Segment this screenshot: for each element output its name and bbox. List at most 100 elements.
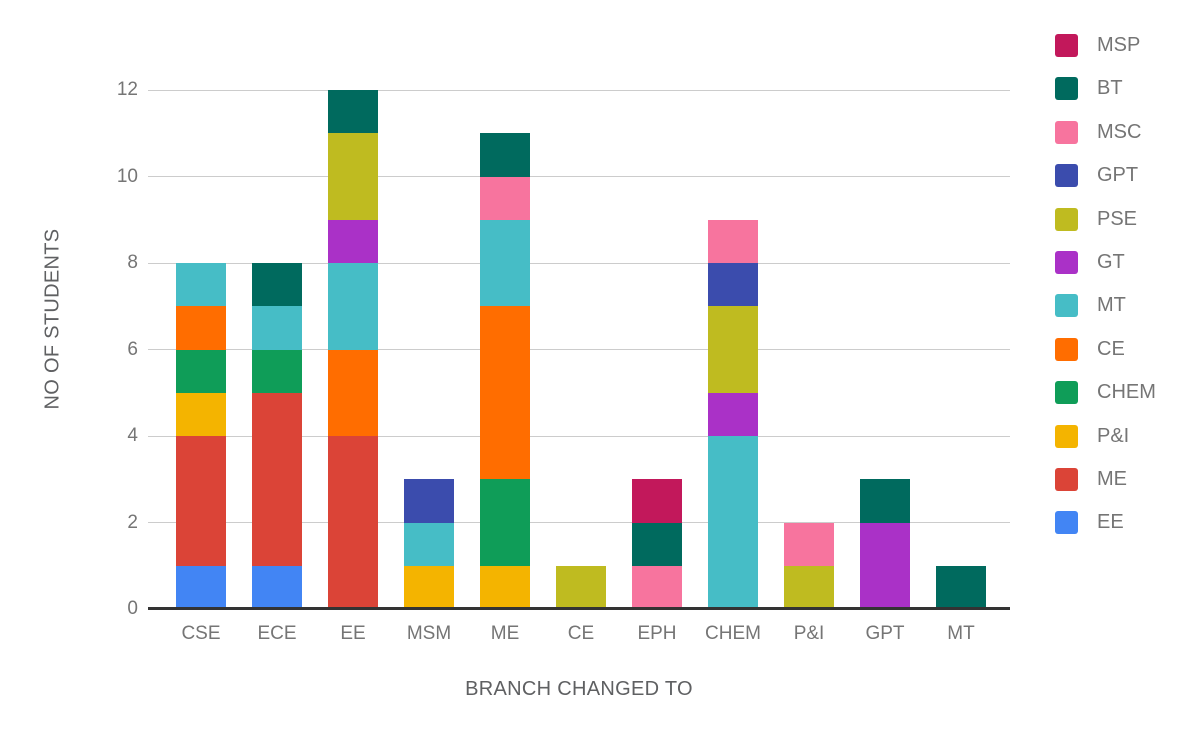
bar-segment-ECE-MT[interactable]: [252, 306, 302, 350]
y-tick-label-2: 2: [127, 511, 138, 533]
bar-segment-CSE-CHEM[interactable]: [176, 349, 226, 393]
bar-segment-CHEM-PSE[interactable]: [708, 306, 758, 393]
bar-ME: [480, 133, 530, 609]
gridline-y-12: [148, 89, 1010, 91]
legend-swatch-GPT: [1055, 164, 1078, 188]
legend-swatch-MSC: [1055, 120, 1078, 144]
bar-segment-EE-CE[interactable]: [328, 349, 378, 436]
legend-label-MSP: MSP: [1097, 34, 1141, 56]
legend-item-GT[interactable]: GT: [1055, 250, 1156, 274]
legend-label-ME: ME: [1097, 467, 1127, 490]
bar-segment-GPT-BT[interactable]: [860, 479, 910, 523]
bar-segment-EPH-BT[interactable]: [632, 522, 682, 566]
bar-segment-ME-CHEM[interactable]: [480, 479, 530, 566]
bar-segment-CHEM-MT[interactable]: [708, 436, 758, 609]
x-tick-label-GPT: GPT: [865, 623, 905, 644]
bar-segment-MSM-MT[interactable]: [404, 522, 454, 566]
bar-segment-MSM-P&I[interactable]: [404, 565, 454, 609]
legend-item-MT[interactable]: MT: [1055, 294, 1156, 318]
bar-segment-EE-MT[interactable]: [328, 263, 378, 350]
legend-label-MT: MT: [1097, 294, 1126, 317]
legend-label-BT: BT: [1097, 77, 1123, 100]
legend-item-PSE[interactable]: PSE: [1055, 207, 1156, 231]
bar-segment-CE-PSE[interactable]: [556, 565, 606, 609]
x-tick-label-EE: EE: [340, 623, 366, 644]
bar-segment-EPH-MSC[interactable]: [632, 565, 682, 609]
y-tick-label-8: 8: [127, 252, 138, 273]
gridline-y-4: [148, 435, 1010, 437]
x-tick-label-ME: ME: [490, 623, 520, 644]
legend-item-P&I[interactable]: P&I: [1055, 424, 1156, 448]
plot-area: [148, 89, 1010, 610]
bar-segment-P&I-PSE[interactable]: [784, 565, 834, 609]
legend-swatch-MT: [1055, 294, 1078, 318]
bar-segment-CSE-MT[interactable]: [176, 263, 226, 307]
x-axis-title: BRANCH CHANGED TO: [465, 678, 693, 700]
bar-segment-EE-PSE[interactable]: [328, 133, 378, 220]
bar-segment-ECE-EE[interactable]: [252, 565, 302, 609]
legend-label-PSE: PSE: [1097, 207, 1138, 230]
bar-segment-ECE-CHEM[interactable]: [252, 349, 302, 393]
legend-label-GPT: GPT: [1097, 164, 1139, 187]
legend-label-GT: GT: [1097, 250, 1125, 273]
legend-label-MSC: MSC: [1097, 120, 1142, 143]
bar-segment-ME-MT[interactable]: [480, 219, 530, 307]
bar-segment-CSE-CE[interactable]: [176, 306, 226, 350]
bar-segment-ME-P&I[interactable]: [480, 565, 530, 609]
bar-segment-EE-ME[interactable]: [328, 436, 378, 609]
x-tick-label-MT: MT: [947, 623, 975, 644]
gridline-y-2: [148, 522, 1010, 523]
legend-item-ME[interactable]: ME: [1055, 467, 1156, 491]
bar-segment-ECE-ME[interactable]: [252, 392, 302, 566]
bar-MSM: [404, 479, 454, 609]
bar-P&I: [784, 522, 834, 609]
bar-EE: [328, 90, 378, 609]
legend-item-BT[interactable]: BT: [1055, 77, 1156, 101]
x-tick-label-ECE: ECE: [257, 623, 297, 644]
bar-segment-EE-BT[interactable]: [328, 90, 378, 134]
bar-segment-CSE-EE[interactable]: [176, 565, 226, 609]
legend-swatch-PSE: [1055, 207, 1078, 231]
legend-swatch-MSP: [1055, 34, 1078, 57]
bar-segment-EPH-MSP[interactable]: [632, 479, 682, 523]
x-tick-label-MSM: MSM: [406, 623, 452, 644]
bar-segment-P&I-MSC[interactable]: [784, 522, 834, 566]
y-tick-label-4: 4: [127, 425, 138, 446]
y-tick-label-6: 6: [127, 338, 138, 360]
bar-segment-ECE-BT[interactable]: [252, 263, 302, 307]
legend-swatch-P&I: [1055, 424, 1078, 448]
bar-segment-ME-CE[interactable]: [480, 306, 530, 480]
legend-item-MSP[interactable]: MSP: [1055, 34, 1156, 57]
bar-segment-MSM-GPT[interactable]: [404, 479, 454, 523]
legend-item-CHEM[interactable]: CHEM: [1055, 381, 1156, 405]
bar-CHEM: [708, 219, 758, 609]
x-tick-label-P&I: P&I: [793, 623, 825, 644]
legend: MSP BT MSC GPT PSE GT MT CE CHEM P&I ME EE: [1055, 34, 1156, 555]
bar-segment-ME-BT[interactable]: [480, 133, 530, 177]
bar-segment-EE-GT[interactable]: [328, 219, 378, 263]
bar-segment-CHEM-GT[interactable]: [708, 392, 758, 436]
legend-item-EE[interactable]: EE: [1055, 511, 1156, 535]
legend-swatch-GT: [1055, 250, 1078, 274]
x-tick-label-CHEM: CHEM: [705, 623, 761, 644]
legend-item-MSC[interactable]: MSC: [1055, 120, 1156, 144]
bar-segment-CHEM-GPT[interactable]: [708, 263, 758, 307]
gridline-y-6: [148, 349, 1010, 350]
bar-segment-CSE-P&I[interactable]: [176, 392, 226, 436]
x-tick-label-CSE: CSE: [181, 623, 221, 644]
x-tick-label-CE: CE: [567, 623, 595, 644]
bar-segment-CHEM-MSC[interactable]: [708, 219, 758, 263]
legend-swatch-CHEM: [1055, 381, 1078, 405]
legend-swatch-CE: [1055, 337, 1078, 361]
legend-label-EE: EE: [1097, 511, 1124, 534]
bar-segment-ME-MSC[interactable]: [480, 176, 530, 220]
bar-segment-GPT-GT[interactable]: [860, 522, 910, 609]
legend-item-CE[interactable]: CE: [1055, 337, 1156, 361]
legend-item-GPT[interactable]: GPT: [1055, 164, 1156, 188]
bar-segment-MT-BT[interactable]: [936, 565, 986, 609]
legend-label-P&I: P&I: [1097, 424, 1130, 447]
bar-segment-CSE-ME[interactable]: [176, 436, 226, 566]
y-tick-label-0: 0: [127, 598, 138, 619]
legend-label-CE: CE: [1097, 337, 1125, 360]
